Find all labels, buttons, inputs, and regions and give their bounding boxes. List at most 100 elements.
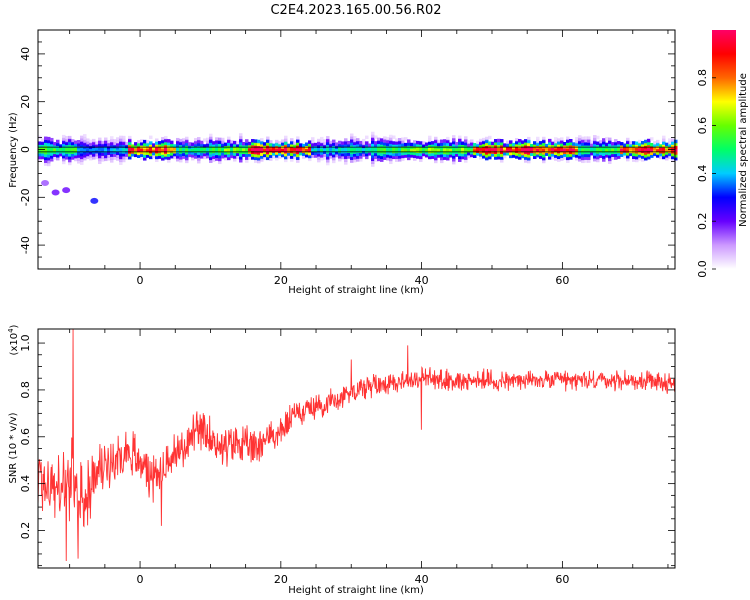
spectrogram-cell	[431, 152, 435, 157]
spectrogram-cell	[65, 144, 69, 149]
spectrogram-cell	[533, 152, 537, 157]
spectrogram-cell	[389, 151, 393, 156]
spectrogram-cell	[140, 150, 144, 155]
spectrogram-cell	[110, 136, 114, 140]
spectrogram-cell	[287, 152, 291, 156]
spectrogram-cell	[443, 150, 447, 155]
spectrogram-cell	[221, 140, 225, 145]
spectrogram-cell	[389, 140, 393, 144]
spectrogram-cell	[380, 155, 384, 160]
spectrogram-cell	[527, 148, 531, 152]
spectrogram-cell	[38, 152, 42, 157]
spectrogram-cell	[488, 135, 492, 140]
spectrogram-cell	[335, 148, 339, 152]
x-tick-label: 40	[415, 274, 429, 287]
spectrogram-cell	[50, 140, 54, 145]
spectrogram-cell	[326, 147, 330, 151]
spectrogram-cell	[125, 156, 129, 160]
spectrogram-cell	[497, 156, 501, 160]
spectrogram-cell	[440, 151, 444, 155]
spectrogram-cell	[401, 143, 405, 147]
spectrogram-cell	[56, 139, 60, 144]
spectrogram-cell	[557, 138, 561, 142]
spectrogram-cell	[557, 146, 561, 151]
spectrogram-cell	[425, 148, 429, 152]
spectrogram-cell	[464, 147, 468, 152]
spectrogram-cell	[74, 149, 78, 153]
spectrogram-cell	[587, 142, 591, 146]
spectrogram-cell	[68, 158, 72, 163]
spectrogram-cell	[275, 142, 279, 147]
spectrogram-cell	[416, 140, 420, 145]
spectrogram-cell	[611, 153, 615, 158]
spectrogram-cell	[626, 146, 630, 150]
spectrogram-cell	[317, 153, 321, 157]
spectrogram-cell	[116, 145, 120, 150]
spectrogram-cell	[257, 148, 261, 152]
spectrogram-cell	[485, 153, 489, 158]
spectrogram-cell	[68, 155, 72, 160]
colorbar: 0.0 0.2 0.4 0.6 0.8 Normalized spectral ampl…	[696, 30, 749, 278]
spectrogram-cell	[47, 156, 51, 161]
spectrogram-cell	[569, 138, 573, 143]
spectrogram-cell	[65, 138, 69, 143]
spectrogram-cell	[332, 142, 336, 146]
spectrogram-cell	[536, 142, 540, 146]
spectrogram-cell	[545, 152, 549, 156]
spectrogram-cell	[644, 142, 648, 147]
spectrogram-cell	[518, 153, 522, 157]
spectrogram-cell	[392, 144, 396, 148]
spectrogram-cell	[83, 154, 87, 158]
spectrogram-cell	[347, 155, 351, 159]
spectrogram-cell	[164, 153, 168, 157]
spectrogram-cell	[350, 150, 354, 155]
spectrogram-cell	[509, 148, 513, 153]
spectrogram-cell	[293, 153, 297, 157]
spectrogram-cell	[188, 150, 192, 155]
spectrogram-cell	[344, 146, 348, 151]
spectrogram-cell	[446, 156, 450, 161]
spectrogram-x-axis-label: Height of straight line (km)	[288, 285, 424, 296]
spectrogram-cell	[143, 139, 147, 144]
spectrogram-cell	[170, 146, 174, 150]
spectrogram-cell	[353, 138, 357, 143]
spectrogram-cell	[269, 145, 273, 150]
spectrogram-cell	[98, 149, 102, 153]
spectrogram-cell	[461, 155, 465, 160]
spectrogram-cell	[515, 149, 519, 153]
spectrogram-cell	[491, 144, 495, 149]
spectrogram-cell	[371, 148, 375, 153]
spectrogram-cell	[65, 136, 69, 140]
spectrogram-cell	[134, 142, 138, 146]
spectrogram-cell	[266, 150, 270, 155]
spectrogram-cell	[242, 141, 246, 146]
spectrogram-cell	[542, 136, 546, 141]
spectrogram-cell	[479, 144, 483, 149]
spectrogram-cell	[284, 158, 288, 163]
spectrogram-cell	[365, 141, 369, 145]
spectrogram-cell	[173, 152, 177, 157]
spectrogram-cell	[350, 159, 354, 163]
spectrogram-cell	[182, 155, 186, 159]
spectrogram-cell	[335, 151, 339, 155]
spectrogram-cell	[101, 158, 105, 162]
spectrogram-cell	[80, 161, 84, 165]
spectrogram-cell	[95, 144, 99, 148]
spectrogram-cell	[68, 135, 72, 140]
spectrogram-cell	[428, 135, 432, 140]
spectrogram-cell	[296, 150, 300, 155]
spectrogram-cell	[650, 154, 654, 158]
spectrogram-cell	[527, 136, 531, 141]
spectrogram-cell	[410, 151, 414, 155]
spectrogram-cell	[65, 156, 69, 160]
spectrogram-cell	[44, 148, 48, 152]
spectrogram-cell	[536, 151, 540, 155]
spectrogram-cell	[110, 147, 114, 152]
spectrogram-cell	[656, 148, 660, 152]
spectrogram-cell	[500, 139, 504, 143]
spectrogram-cell	[167, 139, 171, 143]
spectrogram-cell	[170, 149, 174, 153]
spectrogram-cell	[347, 140, 351, 145]
spectrogram-cell	[149, 135, 153, 140]
spectrogram-cell	[173, 144, 177, 148]
